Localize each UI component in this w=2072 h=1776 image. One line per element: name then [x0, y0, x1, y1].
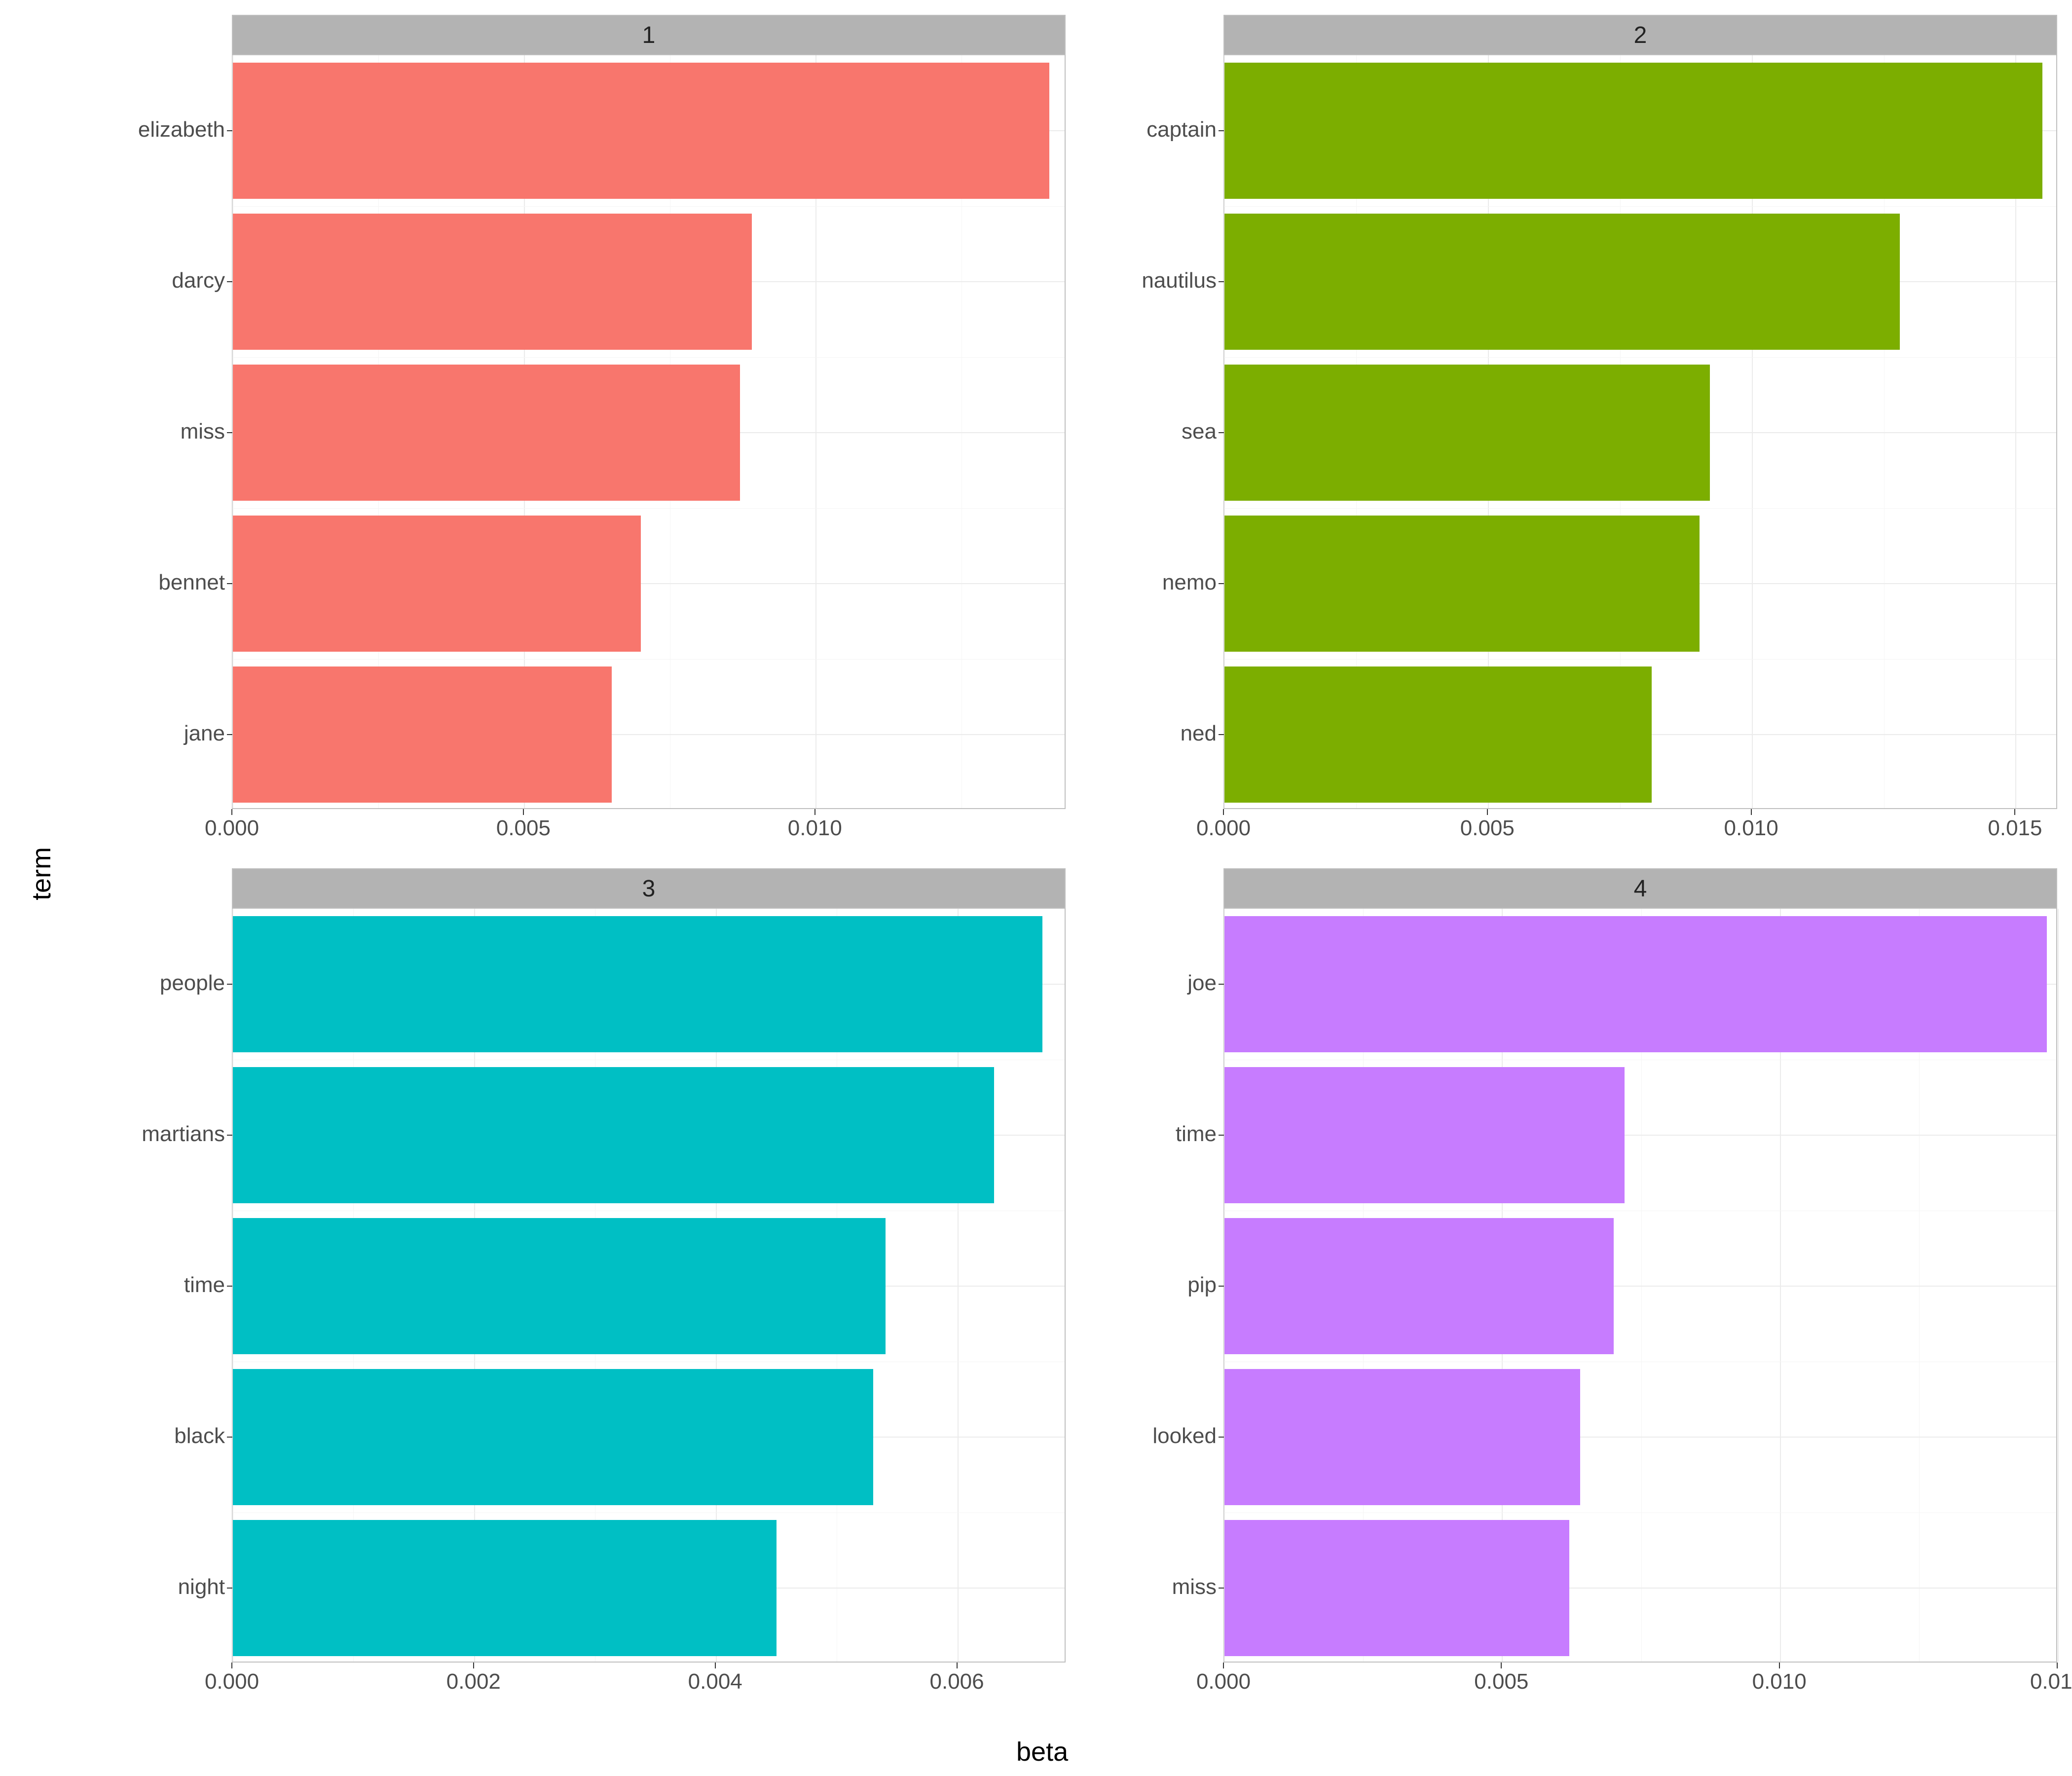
- y-tick-label: joe: [1187, 972, 1217, 994]
- facet-bar-chart: term beta 1 elizabeth darcy miss bennet jane 0…: [0, 0, 2072, 1776]
- plot-area: [232, 908, 1066, 1663]
- y-tick-label: darcy: [172, 270, 225, 292]
- y-axis-title: term: [26, 847, 57, 900]
- x-ticks: 0.0000.0050.0100.015: [1223, 809, 2057, 849]
- bar: [1224, 516, 1700, 651]
- y-tick-label: nemo: [1162, 572, 1217, 593]
- bar: [233, 63, 1049, 198]
- y-tick-labels: elizabeth darcy miss bennet jane: [94, 54, 232, 809]
- y-tick-label: time: [1176, 1123, 1217, 1145]
- bar: [1224, 1520, 1569, 1656]
- bar: [233, 666, 612, 802]
- bar: [233, 916, 1042, 1052]
- y-tick-labels: people martians time black night: [94, 908, 232, 1663]
- plot-area: [1223, 54, 2057, 809]
- x-tick-label: 0.005: [496, 816, 551, 841]
- y-tick-label: nautilus: [1142, 270, 1217, 292]
- bar: [233, 365, 740, 500]
- x-tick-label: 0.010: [1724, 816, 1778, 841]
- y-tick-labels: captain nautilus sea nemo ned: [1085, 54, 1223, 809]
- y-tick-label: miss: [1172, 1576, 1217, 1598]
- x-tick-label: 0.004: [688, 1669, 742, 1694]
- bar: [233, 1067, 994, 1203]
- facet-strip: 4: [1223, 868, 2057, 908]
- panel-4: 4joetimepiplookedmiss0.0000.0050.0100.01…: [1085, 868, 2057, 1702]
- bar: [1224, 1369, 1580, 1505]
- x-tick-label: 0.010: [788, 816, 842, 841]
- x-tick-label: 0.010: [1752, 1669, 1807, 1694]
- y-tick-label: sea: [1182, 421, 1217, 443]
- facet-strip: 2: [1223, 15, 2057, 54]
- bar: [1224, 666, 1652, 802]
- y-tick-label: elizabeth: [138, 119, 225, 141]
- y-tick-label: jane: [184, 723, 225, 744]
- plot-area: [1223, 908, 2057, 1663]
- y-tick-label: people: [160, 972, 225, 994]
- x-tick-label: 0.006: [930, 1669, 984, 1694]
- bar: [1224, 916, 2047, 1052]
- y-tick-label: pip: [1187, 1274, 1217, 1296]
- facet-strip: 3: [232, 868, 1066, 908]
- y-tick-label: black: [174, 1425, 225, 1447]
- y-tick-label: captain: [1147, 119, 1217, 141]
- bar: [233, 1520, 777, 1656]
- x-tick-label: 0.005: [1474, 1669, 1528, 1694]
- x-ticks: 0.0000.0050.0100.015: [1223, 1663, 2057, 1702]
- bar: [1224, 63, 2042, 198]
- bar: [1224, 214, 1900, 349]
- bar: [1224, 1218, 1614, 1354]
- y-tick-label: miss: [181, 421, 225, 443]
- x-tick-label: 0.000: [205, 1669, 259, 1694]
- panel-3: 3 people martians time black night 0.000 0.002 0…: [94, 868, 1066, 1702]
- x-axis-title: beta: [1016, 1737, 1068, 1767]
- x-tick-label: 0.000: [1196, 816, 1251, 841]
- y-tick-label: time: [184, 1274, 225, 1296]
- x-ticks: 0.0000.0050.010: [232, 809, 1066, 849]
- y-tick-label: ned: [1181, 723, 1217, 744]
- y-tick-label: night: [178, 1576, 225, 1598]
- facet-strip: 1: [232, 15, 1066, 54]
- bar: [1224, 1067, 1625, 1203]
- x-tick-label: 0.005: [1460, 816, 1515, 841]
- x-tick-label: 0.015: [2030, 1669, 2072, 1694]
- bar: [233, 1218, 886, 1354]
- panel-2: 2 captain nautilus sea nemo ned 0.000 0.005 0.01…: [1085, 15, 2057, 849]
- y-tick-labels: joe time pip looked miss: [1085, 908, 1223, 1663]
- y-tick-label: looked: [1152, 1425, 1217, 1447]
- x-tick-label: 0.015: [1988, 816, 2042, 841]
- bar: [233, 1369, 873, 1505]
- x-ticks: 0.0000.0020.0040.006: [232, 1663, 1066, 1702]
- x-tick-label: 0.000: [205, 816, 259, 841]
- y-tick-label: bennet: [158, 572, 225, 593]
- bar: [233, 214, 752, 349]
- bar: [1224, 365, 1710, 500]
- bar: [233, 516, 641, 651]
- plot-area: [232, 54, 1066, 809]
- panels-grid: 1 elizabeth darcy miss bennet jane 0.000 0.005 0…: [94, 15, 2057, 1702]
- x-tick-label: 0.000: [1196, 1669, 1251, 1694]
- panel-1: 1 elizabeth darcy miss bennet jane 0.000 0.005 0…: [94, 15, 1066, 849]
- y-tick-label: martians: [142, 1123, 225, 1145]
- x-tick-label: 0.002: [446, 1669, 501, 1694]
